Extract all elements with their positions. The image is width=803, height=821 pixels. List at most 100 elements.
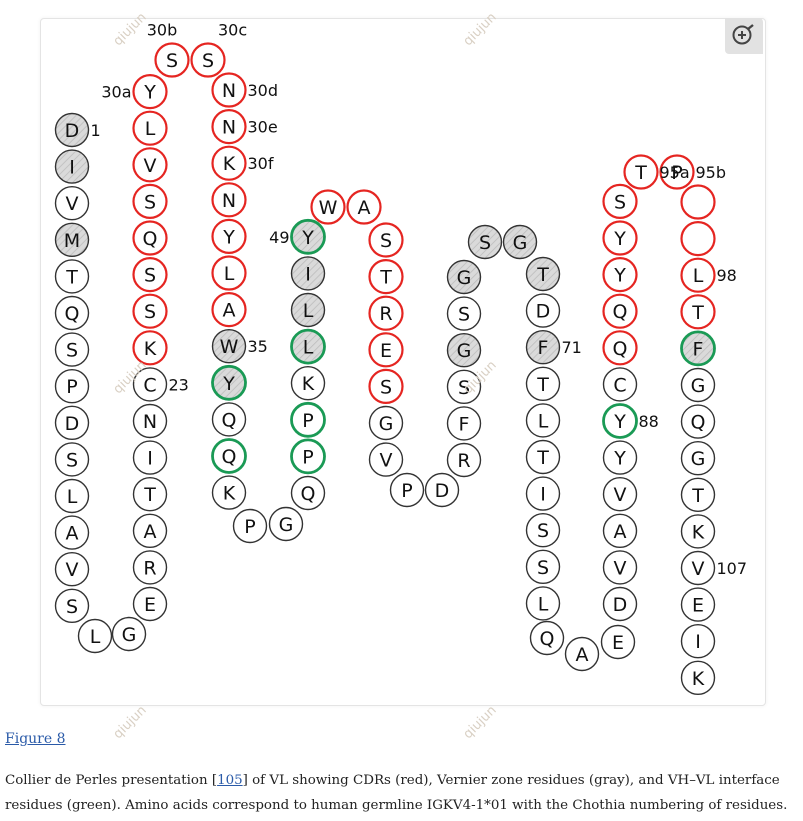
- residue-circle: [132, 586, 168, 622]
- residue-y: Y: [602, 257, 638, 293]
- residue-q: Q: [602, 330, 638, 366]
- residue-circle: [211, 329, 247, 364]
- residue-p: P: [290, 401, 326, 438]
- residue-circle: [424, 472, 460, 508]
- residue-letter: Y: [301, 227, 314, 249]
- residue-d: D: [54, 112, 90, 148]
- residue-circle: [132, 293, 168, 329]
- residue-circle: [211, 364, 247, 401]
- position-label: 107: [717, 559, 748, 578]
- residue-letter: D: [65, 413, 80, 435]
- residue-letter: D: [65, 120, 80, 142]
- residue-circle: [132, 147, 168, 183]
- residue-circle: [446, 442, 482, 478]
- residue-letter: N: [222, 190, 236, 212]
- position-label: 98: [717, 266, 737, 285]
- residue-circle: [680, 660, 716, 695]
- residue-letter: Q: [143, 228, 158, 250]
- residue-letter: E: [692, 595, 704, 617]
- residue-circle: [680, 514, 716, 549]
- residue-letter: R: [379, 303, 392, 325]
- residue-n: N: [211, 108, 247, 145]
- residue-circle: [54, 185, 90, 221]
- residue-circle: [132, 330, 168, 366]
- residue-s: S: [525, 513, 561, 548]
- figure-link[interactable]: Figure 8: [5, 731, 66, 747]
- residue-circle: [290, 401, 326, 438]
- residue-e: E: [680, 587, 716, 622]
- residue-circle: [368, 405, 404, 441]
- residue-letter: V: [66, 193, 79, 215]
- residue-i: I: [525, 476, 561, 511]
- residue-circle: [211, 145, 247, 181]
- residue-letter: P: [671, 162, 682, 184]
- residue-y: Y: [211, 364, 247, 401]
- residue-circle: [132, 220, 168, 256]
- residue-letter: Q: [691, 412, 706, 434]
- residue-circle: [529, 620, 565, 656]
- residue-letter: S: [166, 50, 178, 72]
- residue-v: V: [54, 552, 90, 587]
- residue-circle: [602, 257, 638, 293]
- residue-s: S: [602, 183, 638, 219]
- residue-circle: [602, 183, 638, 219]
- residue-circle: [602, 550, 638, 585]
- residue-letter: T: [143, 484, 156, 506]
- residue-y: Y: [211, 218, 247, 254]
- residue-circle: [389, 472, 425, 508]
- residue-letter: V: [692, 558, 705, 580]
- zoom-button[interactable]: [725, 18, 763, 54]
- residue-letter: P: [302, 410, 313, 432]
- residue-g: G: [502, 224, 538, 260]
- residue-circle: [190, 42, 226, 78]
- residue-letter: Y: [613, 265, 626, 287]
- residue-letter: T: [379, 267, 392, 289]
- residue-c: C: [602, 367, 638, 402]
- residue-circle: [211, 402, 247, 437]
- residue-letter: L: [303, 300, 314, 322]
- position-label: 95a: [660, 163, 690, 182]
- residue-letter: D: [536, 301, 551, 323]
- residue-g: G: [111, 616, 147, 652]
- position-label: 23: [169, 375, 189, 394]
- residue-circle: [54, 149, 90, 184]
- residue-circle: [564, 636, 600, 672]
- residue-l: L: [290, 328, 326, 365]
- residue-circle: [54, 552, 90, 587]
- residue-circle: [680, 587, 716, 622]
- residue-q: Q: [602, 293, 638, 329]
- residue-a: A: [54, 515, 90, 550]
- residue-letter: G: [457, 267, 472, 289]
- residue-circle: [132, 110, 168, 146]
- residue-letter: Y: [613, 411, 626, 433]
- residue-letter: P: [66, 376, 77, 398]
- residue-letter: A: [358, 197, 371, 219]
- residue-circle: [290, 328, 326, 365]
- residue-letter: K: [692, 521, 705, 543]
- residue-circle: [502, 224, 538, 260]
- residue-letter: E: [612, 632, 624, 654]
- residue-k: K: [132, 330, 168, 366]
- residue-letter: F: [693, 338, 704, 360]
- residue-letter: I: [695, 631, 701, 653]
- residue-letter: K: [144, 338, 157, 360]
- residue-letter: E: [380, 340, 392, 362]
- residue-circle: [54, 369, 90, 404]
- residue-letter: T: [536, 374, 549, 396]
- residue-s: S: [368, 222, 404, 258]
- residue-letter: S: [66, 596, 78, 618]
- residue-letter: K: [692, 668, 705, 690]
- residue-letter: G: [691, 375, 706, 397]
- residue-d: D: [54, 405, 90, 440]
- residue-letter: E: [144, 594, 156, 616]
- residue-circle: [623, 154, 659, 190]
- residue-a: A: [346, 189, 382, 225]
- residue-circle: [211, 475, 247, 510]
- residue-circle: [446, 259, 482, 295]
- residue-letter: L: [67, 486, 78, 508]
- residue-circle: [290, 256, 326, 291]
- residue-circle: [525, 513, 561, 548]
- reference-link[interactable]: 105: [217, 773, 243, 788]
- residue-circle: [602, 293, 638, 329]
